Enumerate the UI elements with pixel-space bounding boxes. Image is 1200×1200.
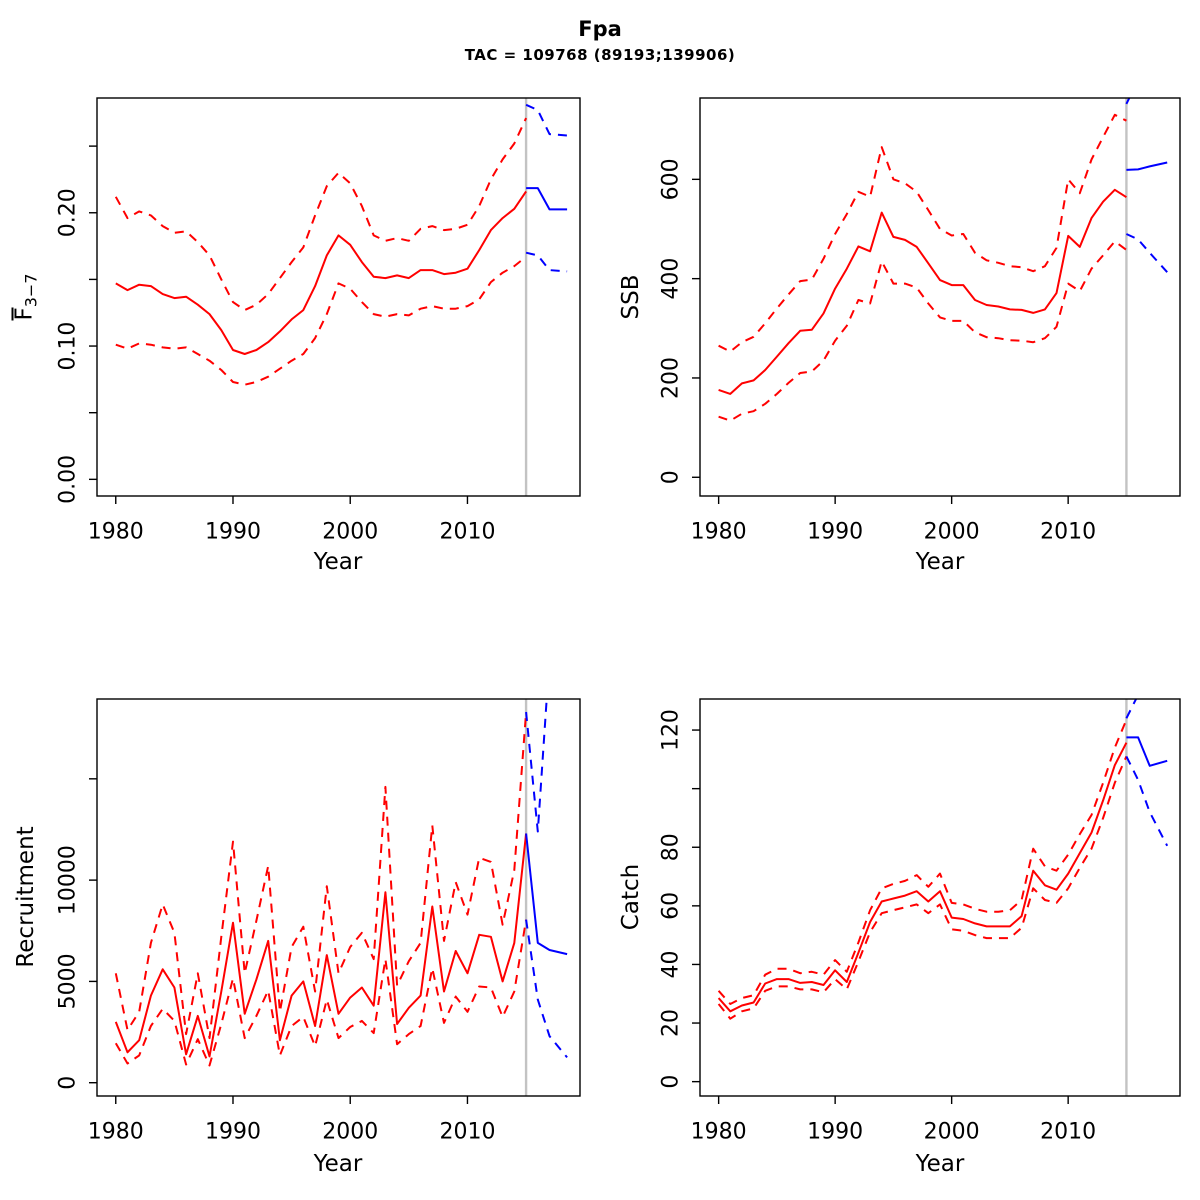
series-lower-ci: [718, 240, 1127, 422]
series-forecast-upper: [525, 103, 568, 137]
y-tick-label: 0.20: [56, 188, 81, 237]
y-axis-title-ssb: SSB: [618, 274, 644, 320]
series-median: [115, 190, 527, 355]
x-tick-label: 2000: [924, 520, 980, 545]
y-tick-label: 0: [659, 470, 684, 484]
series-lower-ci: [717, 755, 1128, 1020]
y-tick-label: 200: [659, 357, 684, 399]
panel-ssb: 1980 1990 2000 2010 0 200 400 600: [659, 97, 1181, 545]
y-axis-title-catch: Catch: [618, 863, 644, 931]
x-axis-title-ssb: Year: [915, 549, 965, 575]
f-bar-symbol: F: [11, 307, 38, 321]
y-tick-label: 5000: [56, 953, 81, 1009]
x-tick-label: 1980: [88, 1120, 144, 1145]
y-tick-label: 0: [56, 1076, 81, 1090]
series-forecast-upper: [1125, 699, 1138, 719]
series-forecast-lower: [525, 919, 568, 1059]
x-tick-label: 1990: [205, 520, 261, 545]
y-tick-label: 0.10: [56, 322, 81, 371]
y-axis-title-recruitment: Recruitment: [13, 826, 39, 968]
y-tick-label: 10000: [56, 845, 81, 915]
series-upper-ci: [114, 117, 528, 312]
plot-box: [96, 698, 581, 1097]
y-tick-label: 20: [659, 1009, 684, 1037]
plot-box: [699, 698, 1181, 1097]
series-forecast-median: [526, 187, 568, 211]
x-axis-title-f: Year: [313, 549, 363, 575]
x-tick-label: 2000: [924, 1120, 980, 1145]
x-tick-label: 1980: [691, 1120, 747, 1145]
plot-box: [96, 97, 581, 497]
series-forecast-upper: [525, 699, 548, 833]
x-tick-label: 2000: [322, 520, 378, 545]
series-upper-ci: [114, 711, 528, 1040]
x-tick-label: 1980: [88, 520, 144, 545]
y-tick-label: 60: [659, 892, 684, 920]
y-tick-label: 80: [659, 833, 684, 861]
series-upper-ci: [717, 719, 1128, 1005]
x-tick-label: 1990: [807, 1120, 863, 1145]
series-median: [717, 742, 1128, 1013]
y-tick-label: 40: [659, 950, 684, 978]
series-forecast-lower: [525, 251, 568, 273]
series-forecast-lower: [1125, 233, 1168, 273]
figure-subtitle: TAC = 109768 (89193;139906): [464, 46, 736, 64]
panel-recruitment: 1980 1990 2000 2010 0 5000 10000: [56, 698, 581, 1145]
series-forecast-lower: [1125, 755, 1169, 847]
x-tick-label: 1990: [807, 520, 863, 545]
panel-f: 1980 1990 2000 2010 0.00 0.10 0.20: [56, 97, 581, 545]
series-median: [114, 833, 528, 1058]
y-axis-title-f: F3−7: [11, 273, 41, 321]
x-tick-label: 2010: [439, 1120, 495, 1145]
y-tick-label: 120: [659, 709, 684, 751]
x-tick-label: 2010: [1040, 520, 1096, 545]
x-tick-label: 1990: [205, 1120, 261, 1145]
panel-catch: 1980 1990 2000 2010 0 20 40 60 80 120: [659, 698, 1181, 1145]
x-tick-label: 2010: [1040, 1120, 1096, 1145]
figure-title: Fpa: [578, 17, 622, 41]
series-lower-ci: [115, 255, 527, 386]
x-tick-label: 2010: [439, 520, 495, 545]
f-age-range-subscript: 3−7: [21, 273, 41, 308]
x-axis-title-recruitment: Year: [313, 1151, 363, 1177]
series-forecast-median: [525, 833, 568, 956]
series-upper-ci: [718, 113, 1127, 353]
y-tick-label: 0.00: [56, 455, 81, 504]
x-axis-title-catch: Year: [915, 1151, 965, 1177]
y-tick-label: 600: [659, 158, 684, 200]
plot-box: [699, 97, 1181, 497]
x-tick-label: 1980: [691, 520, 747, 545]
series-median: [718, 188, 1127, 395]
series-forecast-median: [1126, 161, 1168, 171]
x-tick-label: 2000: [322, 1120, 378, 1145]
series-forecast-median: [1126, 736, 1168, 767]
y-tick-label: 400: [659, 258, 684, 300]
y-tick-label: 0: [659, 1075, 684, 1089]
series-lower-ci: [114, 919, 528, 1067]
